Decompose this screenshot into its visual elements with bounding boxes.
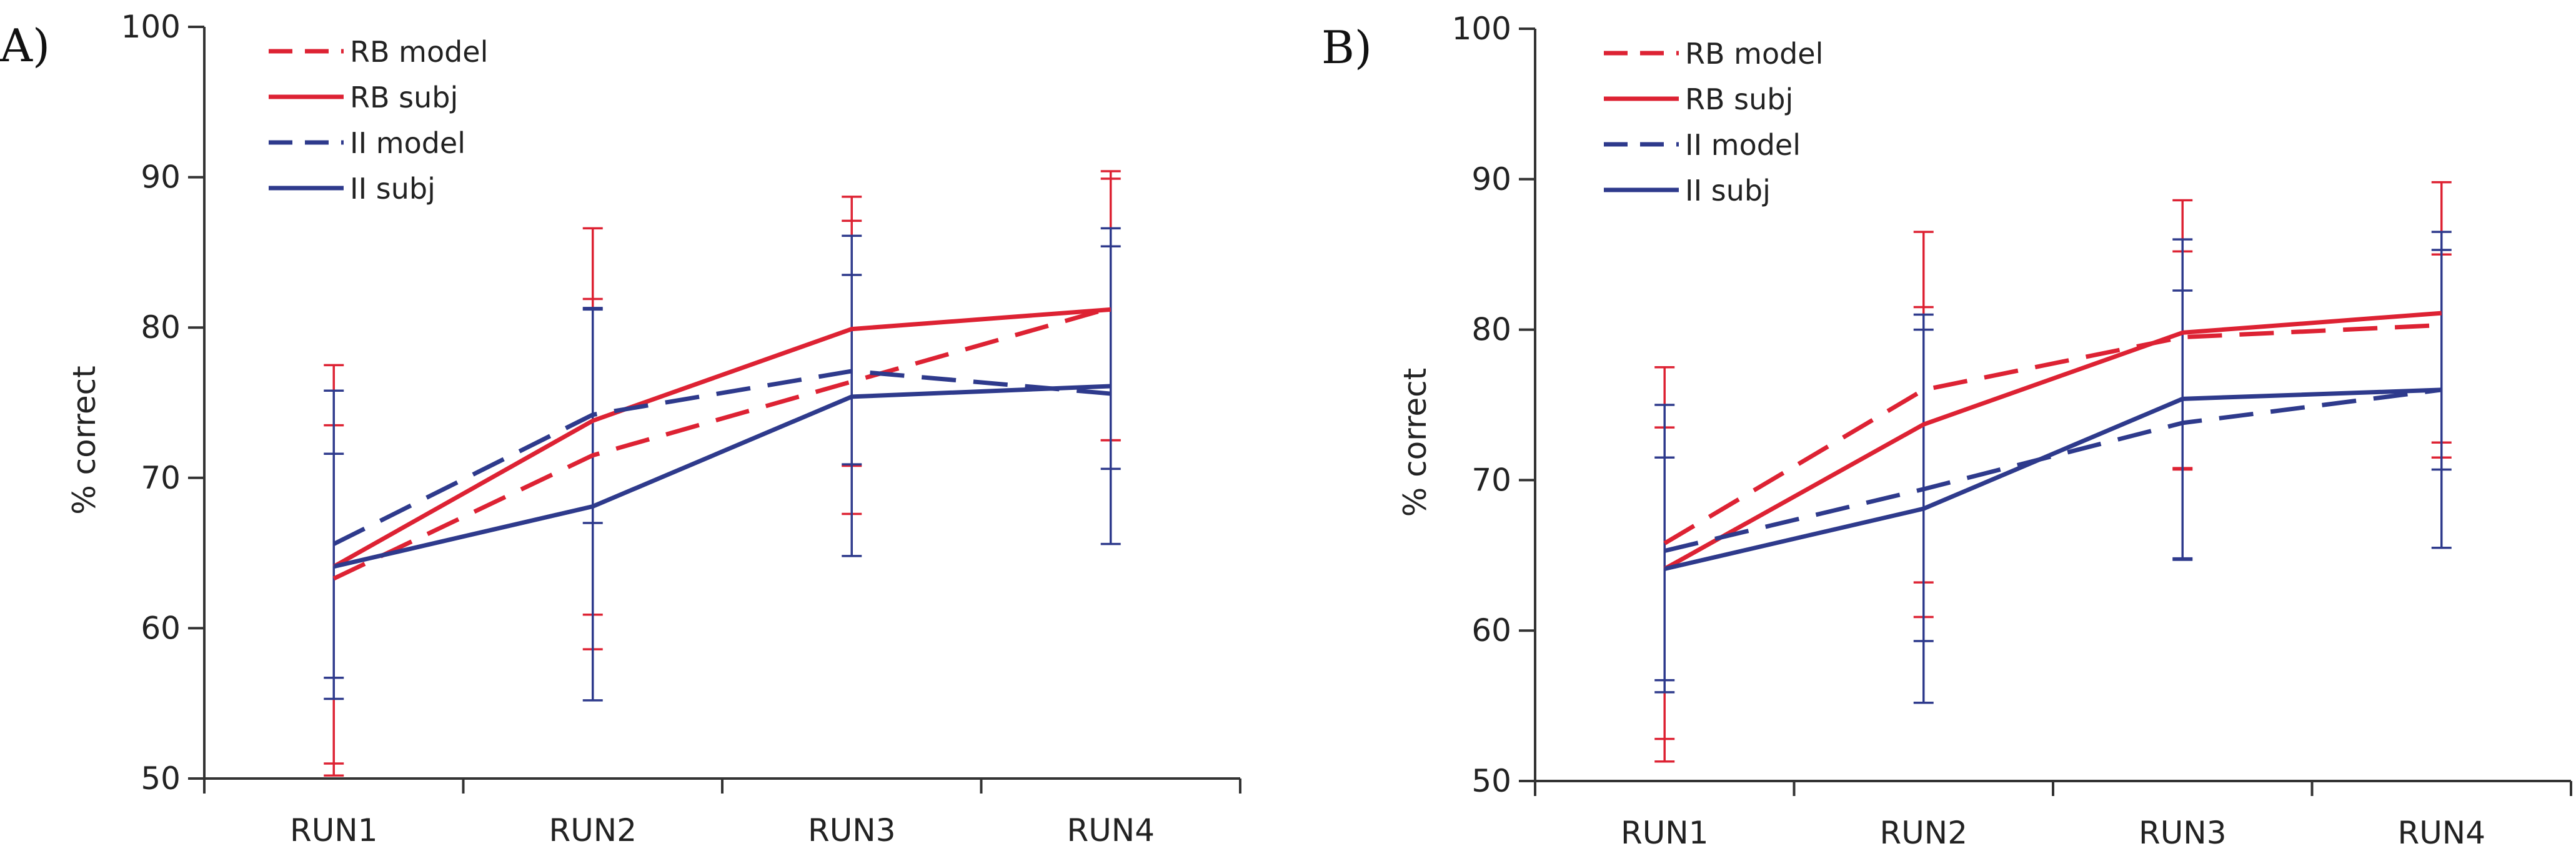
y-tick-label: 60 xyxy=(141,610,181,646)
legend-label: RB model xyxy=(350,35,488,69)
y-tick-label: 90 xyxy=(141,159,181,196)
chart-panel-a: A) 50 60 70 80 90 100 RUN1 RUN2 RUN3 RUN4 % correct… xyxy=(0,9,1241,849)
series-line-rb-subj xyxy=(1663,311,2442,571)
series-line-ii-subj xyxy=(333,384,1111,569)
legend-label: II model xyxy=(1685,128,1801,162)
y-tick-label: 100 xyxy=(1452,11,1511,47)
error-bar-ii-subj xyxy=(1100,227,1121,470)
legend-label: RB model xyxy=(1685,37,1823,71)
x-tick-label-run2: RUN2 xyxy=(549,812,637,849)
series-line-ii-model xyxy=(332,369,1111,546)
y-tick-label: 100 xyxy=(121,9,181,45)
panel-label: A) xyxy=(0,19,50,72)
series-line-ii-subj xyxy=(1664,387,2442,571)
legend: RB model RB subj II model II subj xyxy=(1604,37,1823,207)
x-tick-label-run4: RUN4 xyxy=(2397,815,2485,851)
y-tick-label: 50 xyxy=(1471,763,1511,799)
y-axis-title: % correct xyxy=(1397,368,1433,517)
x-tick-label-run3: RUN3 xyxy=(2139,815,2227,851)
error-bar-ii-subj xyxy=(2431,249,2452,471)
chart-panel-b: B) 50 60 70 80 90 100 RUN1 RUN2 RUN3 RUN4 % correct… xyxy=(1321,11,2572,851)
y-tick-label: 70 xyxy=(141,460,181,496)
x-tick-label-run3: RUN3 xyxy=(808,812,896,849)
x-tick-label-run1: RUN1 xyxy=(290,812,378,849)
legend-item-ii-subj: II subj xyxy=(269,172,435,206)
y-tick-label: 50 xyxy=(141,760,181,797)
x-tick-label-run4: RUN4 xyxy=(1067,812,1155,849)
legend-item-ii-model: II model xyxy=(1604,128,1801,162)
legend-item-ii-model: II model xyxy=(269,126,465,160)
y-tick-label: 90 xyxy=(1471,161,1511,197)
legend-item-rb-subj: RB subj xyxy=(1604,82,1793,116)
x-tick-label-run2: RUN2 xyxy=(1879,815,1967,851)
series-line-rb-subj xyxy=(332,307,1111,569)
series-line-ii-model xyxy=(1664,387,2442,553)
legend-label: RB subj xyxy=(350,81,458,114)
legend-item-rb-model: RB model xyxy=(269,35,488,69)
y-tick-label: 70 xyxy=(1471,462,1511,498)
series-line-rb-model xyxy=(1663,322,2442,545)
legend-label: II subj xyxy=(350,172,435,206)
y-axis-title: % correct xyxy=(66,366,102,514)
legend-label: II model xyxy=(350,126,465,160)
y-tick-label: 80 xyxy=(141,309,181,346)
y-tick-label: 60 xyxy=(1471,612,1511,649)
y-tick-label: 80 xyxy=(1471,312,1511,348)
legend-item-ii-subj: II subj xyxy=(1604,174,1771,207)
panel-label: B) xyxy=(1321,21,1372,74)
legend-item-rb-subj: RB subj xyxy=(269,81,458,114)
x-tick-label-run1: RUN1 xyxy=(1621,815,1709,851)
legend: RB model RB subj II model II subj xyxy=(269,35,488,206)
legend-label: RB subj xyxy=(1685,82,1793,116)
legend-item-rb-model: RB model xyxy=(1604,37,1823,71)
series-line-rb-model xyxy=(332,306,1111,581)
legend-label: II subj xyxy=(1685,174,1771,207)
